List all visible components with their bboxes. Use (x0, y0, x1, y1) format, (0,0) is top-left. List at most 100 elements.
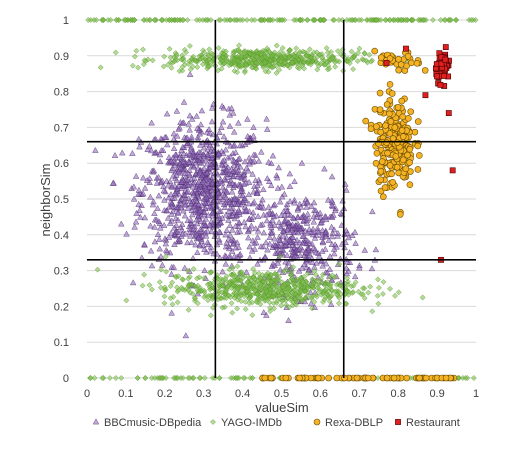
data-point (283, 302, 290, 308)
data-point (196, 158, 203, 165)
data-point (130, 183, 138, 190)
data-point (286, 228, 293, 235)
data-point (184, 181, 191, 188)
data-point (253, 66, 260, 72)
data-point (119, 149, 126, 156)
data-point (328, 292, 335, 299)
data-point (228, 284, 235, 291)
data-point (314, 374, 322, 382)
data-point (249, 291, 255, 298)
data-point (134, 375, 141, 381)
data-point (319, 262, 326, 269)
data-point (216, 228, 223, 235)
data-point (190, 191, 197, 198)
data-point (376, 106, 384, 113)
data-point (289, 248, 296, 255)
data-point (192, 206, 199, 213)
data-point (187, 145, 195, 152)
data-point (266, 299, 273, 306)
data-point (304, 198, 311, 205)
data-point (289, 59, 296, 66)
data-point (196, 242, 204, 249)
data-point (313, 259, 320, 266)
data-point (156, 245, 163, 252)
data-point (325, 374, 332, 382)
data-point (160, 222, 168, 228)
data-point (230, 161, 238, 168)
data-point (386, 130, 394, 137)
x-tick-label: 0.3 (196, 388, 211, 400)
data-point (171, 224, 178, 231)
data-point (398, 17, 405, 23)
data-point (380, 291, 386, 297)
data-point (171, 194, 178, 201)
axes: 0 0.1 0.2 0.3 0.4 0.5 0.6 0.7 0.8 0.9 1 0 0.1 0.2 0.3 0… (54, 15, 479, 400)
data-point (230, 172, 237, 179)
data-point (422, 92, 429, 99)
data-point (223, 194, 230, 200)
data-point (296, 239, 303, 246)
data-point (413, 59, 421, 67)
data-point (215, 236, 223, 243)
legend-label: YAGO-IMDb (221, 417, 282, 429)
data-point (268, 182, 275, 189)
data-point (301, 261, 308, 268)
y-tick-label: 0.5 (54, 194, 69, 206)
data-point (297, 226, 304, 233)
data-point (365, 289, 372, 296)
data-point (269, 210, 276, 216)
data-point (282, 258, 289, 265)
data-point (306, 266, 313, 273)
data-point (160, 187, 168, 194)
data-point (355, 288, 362, 295)
data-point (249, 375, 256, 381)
data-point (263, 211, 271, 218)
data-point (135, 135, 142, 142)
data-point (352, 239, 359, 246)
data-point (298, 264, 306, 271)
data-point (244, 279, 251, 285)
data-point (287, 47, 293, 54)
data-point (244, 115, 251, 122)
data-point (282, 374, 290, 382)
data-point (406, 145, 414, 153)
data-point (264, 276, 270, 283)
data-point (178, 178, 185, 185)
data-point (237, 250, 244, 257)
data-point (274, 174, 281, 181)
data-point (296, 65, 303, 72)
data-point (322, 245, 329, 252)
data-point (226, 111, 234, 118)
data-point (279, 232, 287, 239)
data-point (219, 268, 226, 275)
data-point (194, 287, 201, 294)
data-point (179, 56, 186, 62)
data-point (366, 51, 373, 58)
data-point (406, 181, 414, 188)
data-point (173, 51, 180, 58)
data-point (258, 148, 265, 155)
data-point (225, 208, 232, 214)
data-point (276, 236, 283, 243)
data-point (147, 222, 154, 229)
data-point (129, 62, 136, 69)
data-point (332, 207, 339, 214)
data-point (376, 89, 384, 97)
data-point (453, 17, 459, 23)
data-point (184, 187, 192, 194)
data-point (249, 64, 255, 71)
data-point (130, 195, 138, 202)
data-point (277, 224, 285, 231)
data-point (185, 176, 192, 183)
data-point (181, 201, 189, 208)
data-point (297, 252, 304, 258)
data-point (214, 189, 222, 196)
data-point (232, 222, 239, 229)
data-point (238, 53, 245, 60)
data-point (279, 17, 285, 23)
data-point (163, 177, 170, 184)
data-point (189, 183, 196, 190)
data-point (186, 167, 193, 173)
data-point (246, 295, 253, 302)
data-point (241, 293, 248, 300)
